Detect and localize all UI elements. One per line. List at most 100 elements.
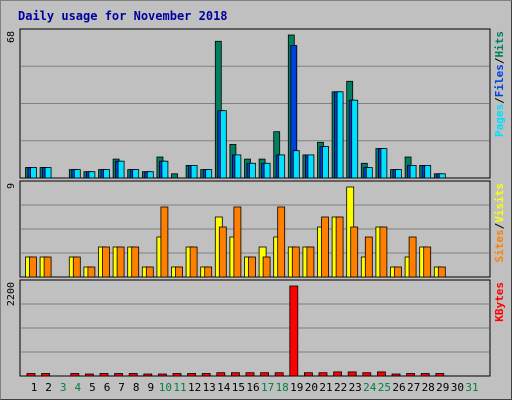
- bar-kbytes-day-10: [157, 373, 167, 377]
- bar-sites-day-28: [423, 246, 432, 278]
- bar-kbytes-day-11: [172, 373, 182, 377]
- day-label-21: 21: [319, 381, 332, 394]
- bar-kbytes-day-28: [420, 373, 430, 377]
- bar-kbytes-day-20: [303, 372, 313, 377]
- bar-pages-day-27: [409, 164, 417, 179]
- bar-kbytes-day-25: [376, 371, 386, 377]
- day-label-30: 30: [451, 381, 464, 394]
- day-label-22: 22: [334, 381, 347, 394]
- bar-pages-day-4: [73, 169, 81, 179]
- bar-kbytes-day-24: [362, 372, 372, 377]
- day-label-1: 1: [31, 381, 38, 394]
- day-label-20: 20: [305, 381, 318, 394]
- bar-sites-day-7: [116, 246, 125, 278]
- bar-pages-day-13: [205, 169, 213, 179]
- bar-kbytes-day-16: [245, 372, 255, 377]
- bar-sites-day-2: [43, 256, 52, 278]
- legend-entry: Pages: [493, 104, 506, 137]
- day-label-18: 18: [276, 381, 289, 394]
- bar-pages-day-23: [351, 99, 359, 179]
- bar-sites-day-5: [87, 266, 96, 278]
- bar-pages-day-19: [292, 150, 300, 179]
- day-label-28: 28: [422, 381, 435, 394]
- legend-hits-files-pages: Pages/Files/Hits: [493, 31, 506, 137]
- bar-sites-day-1: [29, 256, 37, 278]
- day-label-16: 16: [246, 381, 259, 394]
- y-max-label: 2200: [6, 282, 17, 306]
- day-label-24: 24: [363, 381, 377, 394]
- bar-sites-day-16: [248, 256, 256, 278]
- bar-pages-day-1: [30, 167, 37, 179]
- bar-pages-day-9: [146, 171, 154, 179]
- day-label-7: 7: [118, 381, 125, 394]
- day-label-9: 9: [147, 381, 154, 394]
- bar-pages-day-26: [395, 169, 402, 179]
- y-max-label: 68: [6, 31, 17, 43]
- bar-pages-day-8: [132, 169, 140, 179]
- bar-sites-day-18: [277, 206, 286, 278]
- bar-sites-day-6: [102, 246, 110, 278]
- day-label-15: 15: [232, 381, 245, 394]
- day-label-13: 13: [203, 381, 216, 394]
- bar-sites-day-12: [189, 246, 198, 278]
- day-label-5: 5: [89, 381, 96, 394]
- y-max-label: 9: [6, 183, 17, 189]
- day-label-27: 27: [407, 381, 420, 394]
- bar-kbytes-day-9: [143, 373, 153, 377]
- day-label-3: 3: [60, 381, 67, 394]
- day-label-4: 4: [74, 381, 81, 394]
- legend-entry: Sites: [493, 229, 506, 262]
- bar-kbytes-day-27: [406, 373, 416, 377]
- legend-entry: Visits: [493, 183, 506, 223]
- legend-entry: Files: [493, 64, 506, 97]
- legend-entry: /: [493, 222, 506, 229]
- bar-sites-day-4: [72, 256, 81, 278]
- legend-kbytes: KBytes: [493, 282, 506, 322]
- bar-pages-day-25: [380, 148, 388, 179]
- bar-sites-day-13: [204, 266, 213, 278]
- day-label-17: 17: [261, 381, 274, 394]
- bar-pages-day-17: [263, 162, 271, 179]
- bar-sites-day-25: [379, 226, 388, 278]
- legend-entry: Hits: [493, 31, 506, 58]
- bar-kbytes-day-2: [41, 373, 50, 377]
- bar-kbytes-day-21: [318, 372, 328, 377]
- bar-sites-day-27: [408, 236, 417, 278]
- day-label-25: 25: [378, 381, 391, 394]
- bar-kbytes-day-17: [260, 372, 270, 377]
- bar-pages-day-14: [219, 110, 227, 179]
- bar-pages-day-5: [88, 171, 96, 179]
- bar-pages-day-16: [249, 162, 256, 179]
- bar-sites-day-23: [350, 226, 359, 278]
- bar-pages-day-22: [336, 91, 344, 179]
- bar-pages-day-2: [44, 167, 52, 179]
- bar-kbytes-day-6: [99, 373, 109, 377]
- day-label-29: 29: [436, 381, 449, 394]
- day-label-19: 19: [290, 381, 303, 394]
- bar-kbytes-day-19: [289, 285, 299, 377]
- bar-kbytes-day-5: [85, 373, 94, 377]
- bar-sites-day-29: [437, 266, 446, 278]
- bar-kbytes-day-29: [435, 373, 445, 377]
- bar-kbytes-day-26: [391, 373, 401, 377]
- day-label-2: 2: [45, 381, 52, 394]
- bar-sites-day-24: [364, 236, 373, 278]
- bar-kbytes-day-4: [70, 373, 80, 377]
- bar-hits-day-11: [171, 173, 178, 179]
- bar-pages-day-7: [117, 160, 125, 179]
- legend-entry: KBytes: [493, 282, 506, 322]
- bar-sites-day-19: [291, 246, 300, 278]
- bar-kbytes-day-14: [216, 372, 226, 377]
- bar-kbytes-day-23: [347, 371, 357, 377]
- bar-pages-day-15: [234, 154, 242, 179]
- day-label-14: 14: [217, 381, 231, 394]
- day-label-23: 23: [349, 381, 362, 394]
- bar-sites-day-14: [218, 226, 227, 278]
- bar-pages-day-12: [190, 164, 198, 179]
- bar-pages-day-10: [161, 160, 169, 179]
- bar-sites-day-20: [306, 246, 315, 278]
- bar-kbytes-day-7: [114, 373, 123, 377]
- day-label-12: 12: [188, 381, 201, 394]
- bar-sites-day-8: [131, 246, 140, 278]
